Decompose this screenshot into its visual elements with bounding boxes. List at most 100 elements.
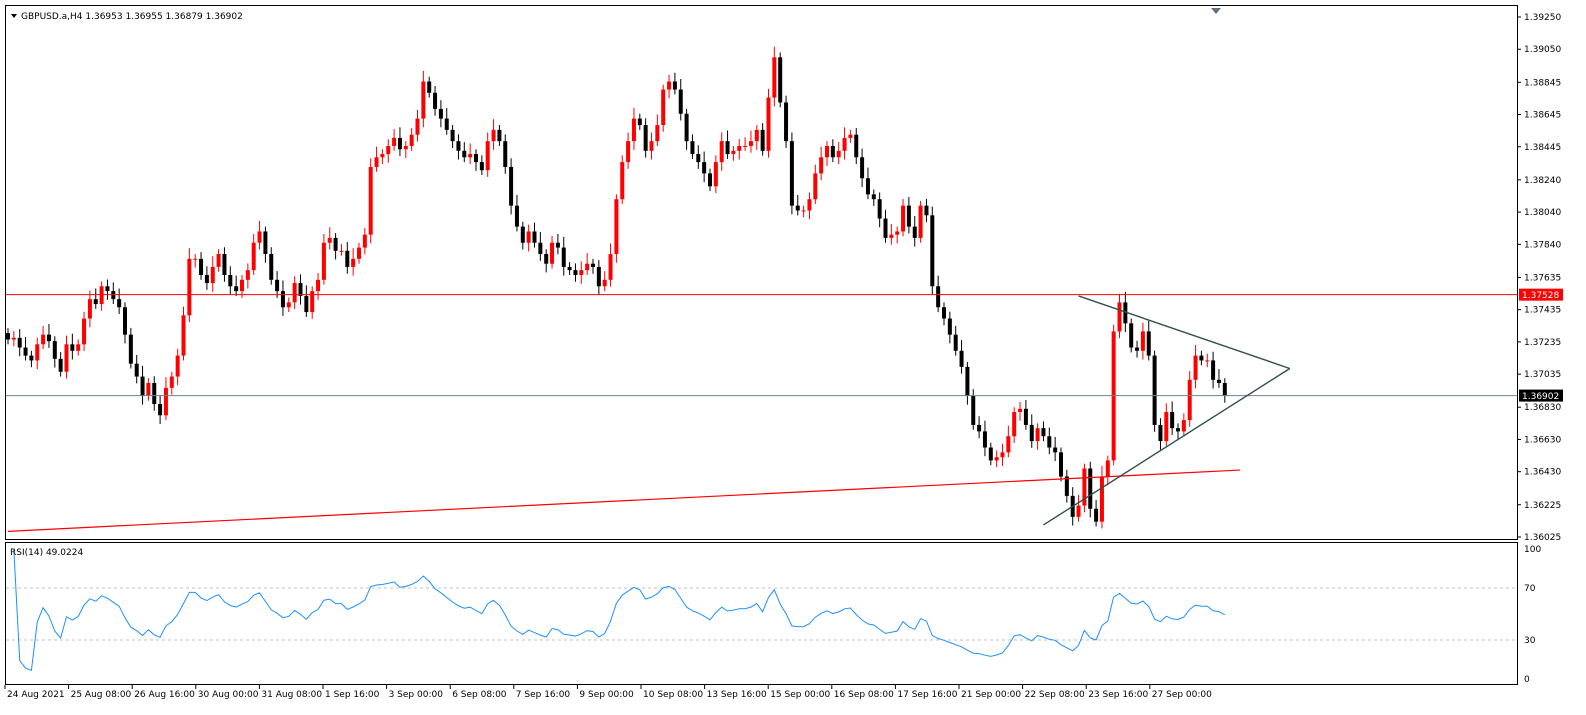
candle-body <box>87 299 92 319</box>
time-tick-label: 21 Sep 00:00 <box>961 690 1021 700</box>
candle-body <box>1176 428 1180 432</box>
candle-body <box>163 387 168 416</box>
candle-body <box>614 199 619 255</box>
triangle-upper-line[interactable] <box>1078 295 1291 370</box>
overlays-group <box>6 294 1517 532</box>
candle-body <box>70 344 75 351</box>
candle-body <box>936 286 941 308</box>
candle-body <box>538 242 543 255</box>
candle-body <box>1012 412 1017 437</box>
candle-body <box>327 237 332 243</box>
candle-body <box>52 341 57 359</box>
candle-body <box>333 237 338 251</box>
candle-body <box>877 199 882 219</box>
rsi-pane-frame <box>5 542 1518 685</box>
candle-body <box>64 344 69 372</box>
candle-body <box>626 141 631 163</box>
candle-body <box>959 350 964 367</box>
price-axis: 1.39250 1.39050 1.38845 1.38645 1.38445 1.382… <box>1517 13 1563 543</box>
candle-body <box>1082 468 1087 506</box>
rising-trendline[interactable] <box>7 469 1241 532</box>
candle-body <box>1129 323 1134 348</box>
candle-body <box>555 242 560 248</box>
candle-body <box>731 150 736 155</box>
candle-body <box>123 307 127 335</box>
candle-body <box>836 150 841 158</box>
candle-body <box>550 242 555 264</box>
candle-body <box>298 283 303 296</box>
candle-body <box>912 226 917 238</box>
price-tick-label: 1.37635 <box>1524 273 1561 283</box>
price-tick-label: 1.36225 <box>1524 501 1561 511</box>
candle-body <box>526 231 531 243</box>
current-price-flag-label: 1.36902 <box>1522 392 1559 402</box>
candle-body <box>409 134 414 146</box>
candle-body <box>842 137 847 151</box>
symbol-dropdown-icon[interactable] <box>11 14 17 18</box>
time-tick-label: 24 Aug 2021 <box>7 690 65 700</box>
candle-body <box>491 129 496 142</box>
candles-group <box>6 46 1227 529</box>
candle-body <box>152 383 157 404</box>
rsi-group: 100 70 30 0 <box>6 545 1541 685</box>
chart-shift-marker[interactable] <box>1211 8 1221 14</box>
candle-body <box>82 318 87 345</box>
candle-body <box>345 250 350 267</box>
candle-body <box>1164 412 1169 442</box>
time-tick-label: 7 Sep 16:00 <box>516 690 571 700</box>
candle-body <box>41 334 46 345</box>
candle-body <box>579 270 584 275</box>
candle-body <box>210 266 215 284</box>
candle-body <box>234 286 239 292</box>
candle-body <box>585 263 590 271</box>
candle-body <box>865 178 870 195</box>
time-tick-label: 23 Sep 16:00 <box>1088 690 1148 700</box>
candle-body <box>1222 383 1227 396</box>
candle-body <box>544 254 549 264</box>
time-tick-label: 13 Sep 16:00 <box>707 690 767 700</box>
candle-body <box>988 447 993 461</box>
candle-body <box>520 226 525 243</box>
candle-body <box>883 218 888 238</box>
candle-body <box>672 81 677 90</box>
price-tick-label: 1.36630 <box>1524 435 1561 445</box>
time-tick-label: 17 Sep 16:00 <box>897 690 957 700</box>
candle-body <box>766 97 771 151</box>
candle-body <box>760 129 765 151</box>
candle-body <box>509 166 514 206</box>
candle-body <box>380 154 385 158</box>
price-tick-label: 1.39250 <box>1524 13 1561 23</box>
candle-body <box>830 145 835 158</box>
candle-body <box>1053 447 1058 453</box>
time-axis: 24 Aug 2021 25 Aug 08:00 26 Aug 16:00 30 Au… <box>4 685 1212 700</box>
candle-body <box>456 141 461 151</box>
price-tick-label: 1.38040 <box>1524 208 1561 218</box>
candle-body <box>263 231 268 255</box>
candle-body <box>702 162 707 174</box>
candle-body <box>895 231 900 235</box>
rsi-tick-label: 100 <box>1524 545 1541 555</box>
candle-body <box>134 363 139 377</box>
candle-body <box>573 270 578 275</box>
candle-body <box>1146 331 1151 356</box>
price-tick-label: 1.38445 <box>1524 143 1561 153</box>
candle-body <box>240 279 244 292</box>
candle-body <box>193 258 198 260</box>
candle-body <box>608 254 613 280</box>
candle-body <box>567 266 572 271</box>
candle-body <box>789 141 794 206</box>
candle-body <box>357 247 361 259</box>
candle-body <box>1117 302 1122 332</box>
candle-body <box>269 254 274 280</box>
candle-body <box>339 250 344 252</box>
candle-body <box>942 307 946 319</box>
triangle-lower-line[interactable] <box>1043 367 1291 526</box>
candle-body <box>415 118 420 135</box>
time-tick-label: 15 Sep 00:00 <box>770 690 830 700</box>
candle-body <box>216 254 221 267</box>
candle-body <box>497 129 502 142</box>
candle-body <box>690 141 695 155</box>
symbol-info-label: GBPUSD.a,H4 1.36953 1.36955 1.36879 1.36… <box>21 12 243 22</box>
